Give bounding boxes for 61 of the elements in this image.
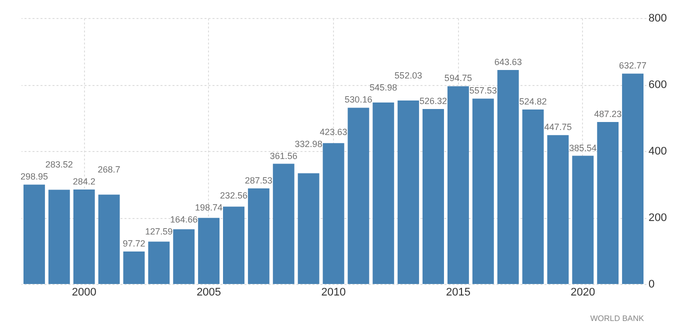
data-label: 545.98 [370, 82, 398, 93]
bar [23, 184, 45, 284]
data-label: 164.66 [170, 214, 198, 225]
data-label: 385.54 [569, 142, 597, 153]
bar [123, 252, 145, 284]
bar [572, 156, 594, 284]
x-tick-label: 2000 [72, 286, 96, 298]
bar [198, 218, 220, 284]
data-label: 287.53 [244, 175, 272, 186]
data-label: 526.32 [419, 96, 448, 106]
data-label: 524.82 [519, 96, 547, 106]
x-tick-label: 2015 [446, 286, 470, 298]
data-label: 97.72 [122, 238, 146, 249]
bar [272, 164, 294, 284]
y-tick-label: 600 [648, 79, 667, 91]
bar [98, 194, 120, 284]
text: WORLD BANK [590, 314, 645, 323]
bar [372, 102, 394, 284]
x-tick-label: 2020 [570, 286, 596, 298]
bar [73, 190, 95, 284]
bar [298, 173, 320, 284]
bar [348, 108, 370, 284]
bar [422, 109, 444, 284]
bar [398, 100, 420, 284]
y-tick-label: 200 [648, 212, 667, 224]
data-label: 423.63 [320, 126, 348, 137]
bar [447, 86, 469, 284]
bar [48, 190, 70, 284]
x-tick-label: 2005 [196, 286, 222, 298]
data-label: 268.7 [98, 164, 120, 175]
bar [173, 229, 195, 284]
bar [547, 135, 569, 284]
bar [223, 206, 244, 284]
bar [148, 242, 170, 284]
y-tick-label: 800 [648, 12, 667, 24]
bar [597, 122, 619, 284]
bar [322, 143, 344, 284]
data-label: 284.2 [72, 176, 96, 187]
data-label: 487.23 [594, 108, 622, 119]
data-label: 198.74 [195, 202, 223, 213]
y-tick-label: 0 [648, 278, 655, 290]
data-label: 298.95 [20, 172, 48, 182]
bar [622, 74, 644, 284]
data-label: 632.77 [619, 60, 647, 71]
data-label: 127.59 [145, 226, 173, 237]
bar [522, 109, 544, 284]
data-label: 361.56 [270, 150, 298, 161]
data-label: 232.56 [220, 190, 248, 201]
bar [472, 98, 494, 284]
data-label: 594.75 [444, 73, 472, 84]
data-label: 643.63 [494, 56, 522, 67]
data-label: 557.53 [469, 86, 497, 96]
data-label: 283.52 [45, 160, 73, 170]
data-label: 530.16 [344, 94, 372, 105]
bar [248, 188, 270, 284]
x-tick-label: 2010 [321, 286, 346, 298]
y-tick-label: 400 [648, 146, 667, 158]
data-label: 552.03 [394, 70, 422, 81]
data-label: 332.98 [294, 138, 322, 149]
bar [497, 70, 519, 284]
data-label: 447.75 [544, 122, 572, 132]
